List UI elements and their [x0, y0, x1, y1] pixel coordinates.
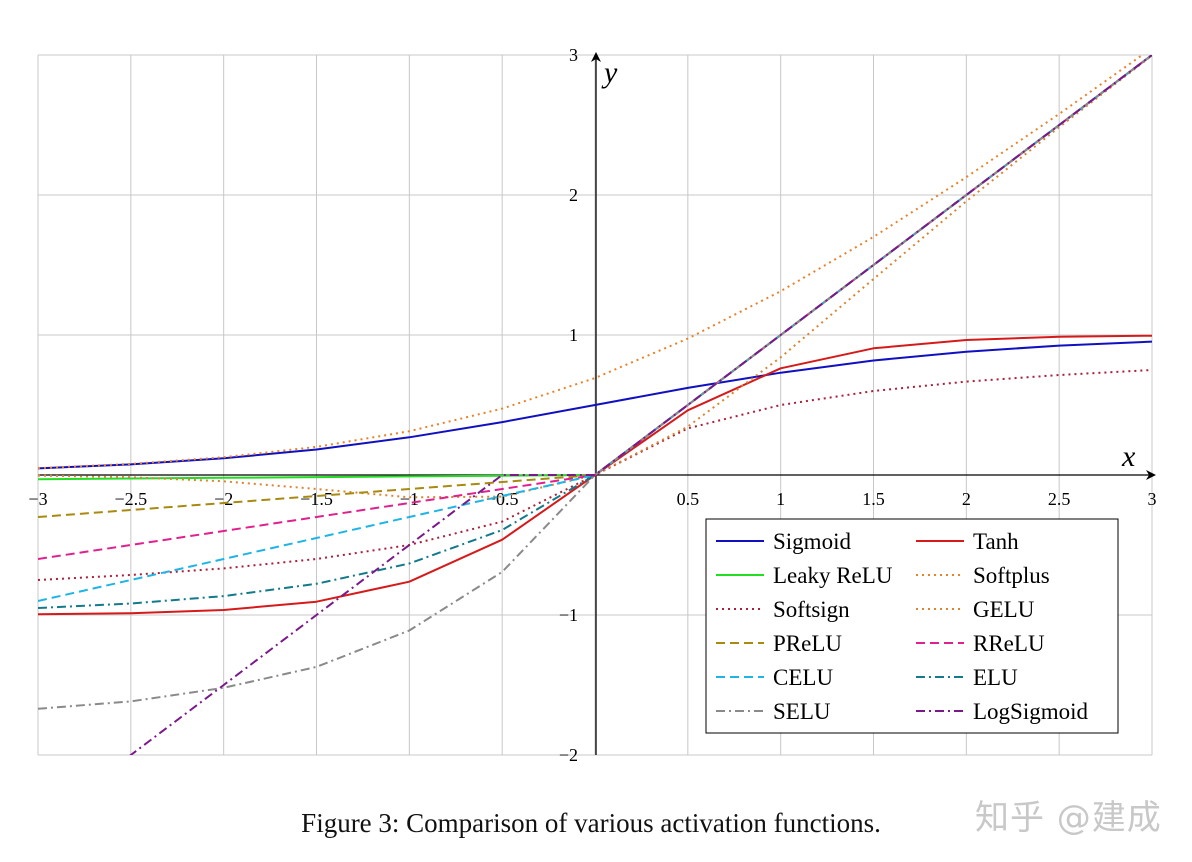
series-line-selu: [38, 55, 1152, 710]
y-axis-arrow-icon: [591, 52, 601, 62]
legend-label: GELU: [973, 597, 1035, 622]
x-tick-label: −1.5: [300, 489, 333, 509]
grid: [37, 54, 1153, 756]
x-tick-label: −3: [28, 489, 47, 509]
legend-label: RReLU: [973, 631, 1045, 656]
legend-label: SELU: [773, 699, 831, 724]
watermark: 知乎 @建成: [975, 798, 1162, 838]
y-tick-label: 3: [569, 45, 578, 65]
x-tick-label: 2.5: [1048, 489, 1071, 509]
legend-box: [705, 518, 1119, 734]
x-axis-label: x: [1121, 440, 1136, 473]
series-line-softsign: [38, 369, 1152, 581]
y-tick-label: 1: [569, 325, 578, 345]
x-tick-label: −2.5: [115, 489, 148, 509]
x-tick-label: 1.5: [862, 489, 885, 509]
x-axis-arrow-icon: [1146, 470, 1156, 480]
legend-label: Leaky ReLU: [773, 563, 893, 588]
legend-label: LogSigmoid: [973, 699, 1089, 724]
series-line-sigmoid: [38, 340, 1152, 470]
x-tick-label: −1: [400, 489, 419, 509]
x-tick-label: 0.5: [677, 489, 700, 509]
y-tick-label: −1: [559, 605, 578, 625]
legend-label: Softsign: [773, 597, 850, 622]
y-axis-label: y: [601, 56, 618, 89]
series-line-logsigmoid: [129, 55, 1152, 755]
legend-label: CELU: [773, 665, 833, 690]
legend-label: PReLU: [773, 631, 842, 656]
y-tick-label: −2: [559, 745, 578, 765]
x-tick-label: 2: [962, 489, 971, 509]
legend-label: Softplus: [973, 563, 1050, 588]
series-lines: [38, 55, 1152, 755]
legend: Sigmoid Tanh Leaky ReLU Softplus Softsign GEL…: [705, 518, 1119, 734]
y-tick-label: 2: [569, 185, 578, 205]
x-tick-label: 1: [776, 489, 785, 509]
figure-caption: Figure 3: Comparison of various activati…: [301, 808, 881, 838]
x-tick-label: 3: [1148, 489, 1157, 509]
series-line-softplus: [38, 55, 1144, 470]
legend-label: Tanh: [973, 529, 1019, 554]
legend-label: Sigmoid: [773, 529, 851, 554]
x-tick-label: −2: [214, 489, 233, 509]
legend-label: ELU: [973, 665, 1018, 690]
